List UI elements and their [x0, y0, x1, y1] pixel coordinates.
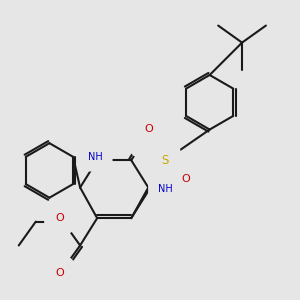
Text: O: O — [55, 213, 64, 223]
Text: S: S — [162, 154, 169, 167]
Text: NH: NH — [88, 152, 103, 162]
Text: O: O — [55, 268, 64, 278]
Text: NH: NH — [158, 184, 172, 194]
Text: O: O — [144, 124, 153, 134]
Text: O: O — [140, 136, 149, 146]
Text: O: O — [182, 174, 190, 184]
